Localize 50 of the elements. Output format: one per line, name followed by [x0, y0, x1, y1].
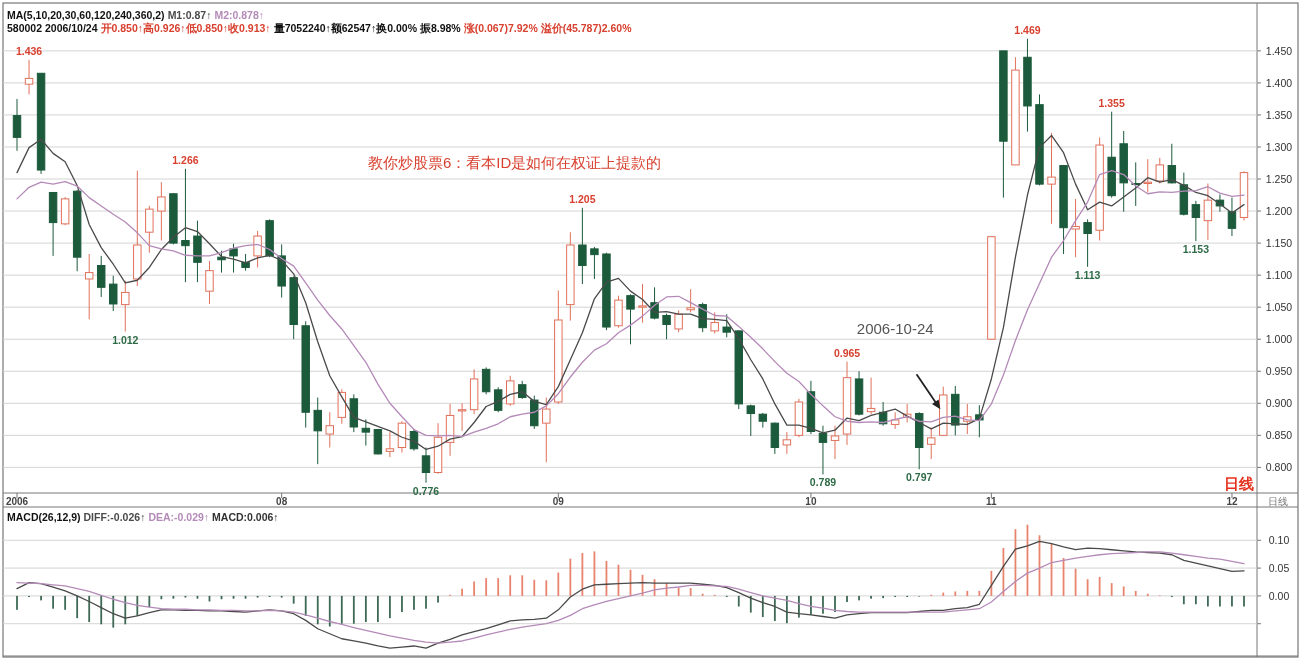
ytick-label: 0.800 [1265, 461, 1293, 474]
value-label: 1.266 [172, 153, 199, 166]
xtick-label: 09 [552, 495, 564, 507]
value-label: 0.776 [412, 484, 440, 497]
header: 涨(0.067)7.92% 溢价(45.787)2.60% [463, 21, 632, 34]
header: 量7052240↑额62547↑换0.00% 振8.98% [273, 21, 461, 34]
ytick-label: 0.00 [1268, 589, 1290, 602]
title: 教你炒股票6：看本ID是如何在权证上提款的 [368, 154, 662, 171]
header: 开0.850↑高0.926↑低0.850↑收0.913↑ [100, 21, 271, 34]
ytick-label: 1.300 [1265, 140, 1293, 153]
ytick-label: 1.100 [1265, 269, 1293, 282]
header: M2:0.878↑ [214, 8, 264, 21]
value-label: 1.436 [15, 44, 43, 57]
value-label: 1.153 [1182, 243, 1209, 256]
ytick-label: 1.450 [1265, 44, 1293, 57]
value-label: 1.012 [112, 333, 139, 346]
value-label: 1.355 [1098, 96, 1125, 109]
xtick-label: 08 [276, 495, 288, 507]
ytick-label: 0.850 [1265, 429, 1293, 442]
xtick-label: 10 [805, 495, 817, 507]
header: M1:0.87↑ [167, 8, 212, 21]
ytick-label: 0.950 [1265, 365, 1293, 378]
value-label: 1.205 [569, 192, 596, 205]
note: 2006-10-24 [856, 320, 934, 338]
value-label: 1.113 [1074, 268, 1101, 281]
header: MA(5,10,20,30,60,120,240,360,2) [7, 8, 165, 21]
ytick-label: 1.200 [1265, 205, 1293, 218]
header: 580002 2006/10/24 [7, 21, 98, 34]
ytick-label: 1.250 [1265, 173, 1293, 185]
xtick-label: 2006 [5, 495, 29, 507]
note: 日线 [1267, 495, 1288, 507]
ytick-label: 1.000 [1265, 333, 1293, 346]
ytick-label: 1.150 [1265, 237, 1293, 250]
xtick-label: 11 [986, 495, 997, 507]
ytick-label: 0.10 [1268, 534, 1290, 547]
ytick-label: 0.900 [1265, 397, 1293, 410]
ytick-label: 1.350 [1265, 108, 1293, 121]
note: 日线 [1224, 475, 1254, 492]
header: MACD(26,12,9) [7, 510, 81, 523]
header: DEA:-0.029↑ [148, 510, 210, 523]
xtick-label: 12 [1226, 495, 1238, 507]
ytick-label: 1.050 [1265, 301, 1293, 314]
value-label: 1.469 [1014, 23, 1041, 36]
ytick-label: 0.05 [1268, 562, 1290, 575]
value-label: 0.965 [833, 346, 861, 359]
header: MACD:0.006↑ [212, 510, 279, 523]
value-label: 0.789 [809, 476, 837, 489]
ytick-label: 1.400 [1265, 76, 1293, 89]
header: DIFF:-0.026↑ [83, 510, 146, 523]
value-label: 0.797 [906, 471, 933, 484]
